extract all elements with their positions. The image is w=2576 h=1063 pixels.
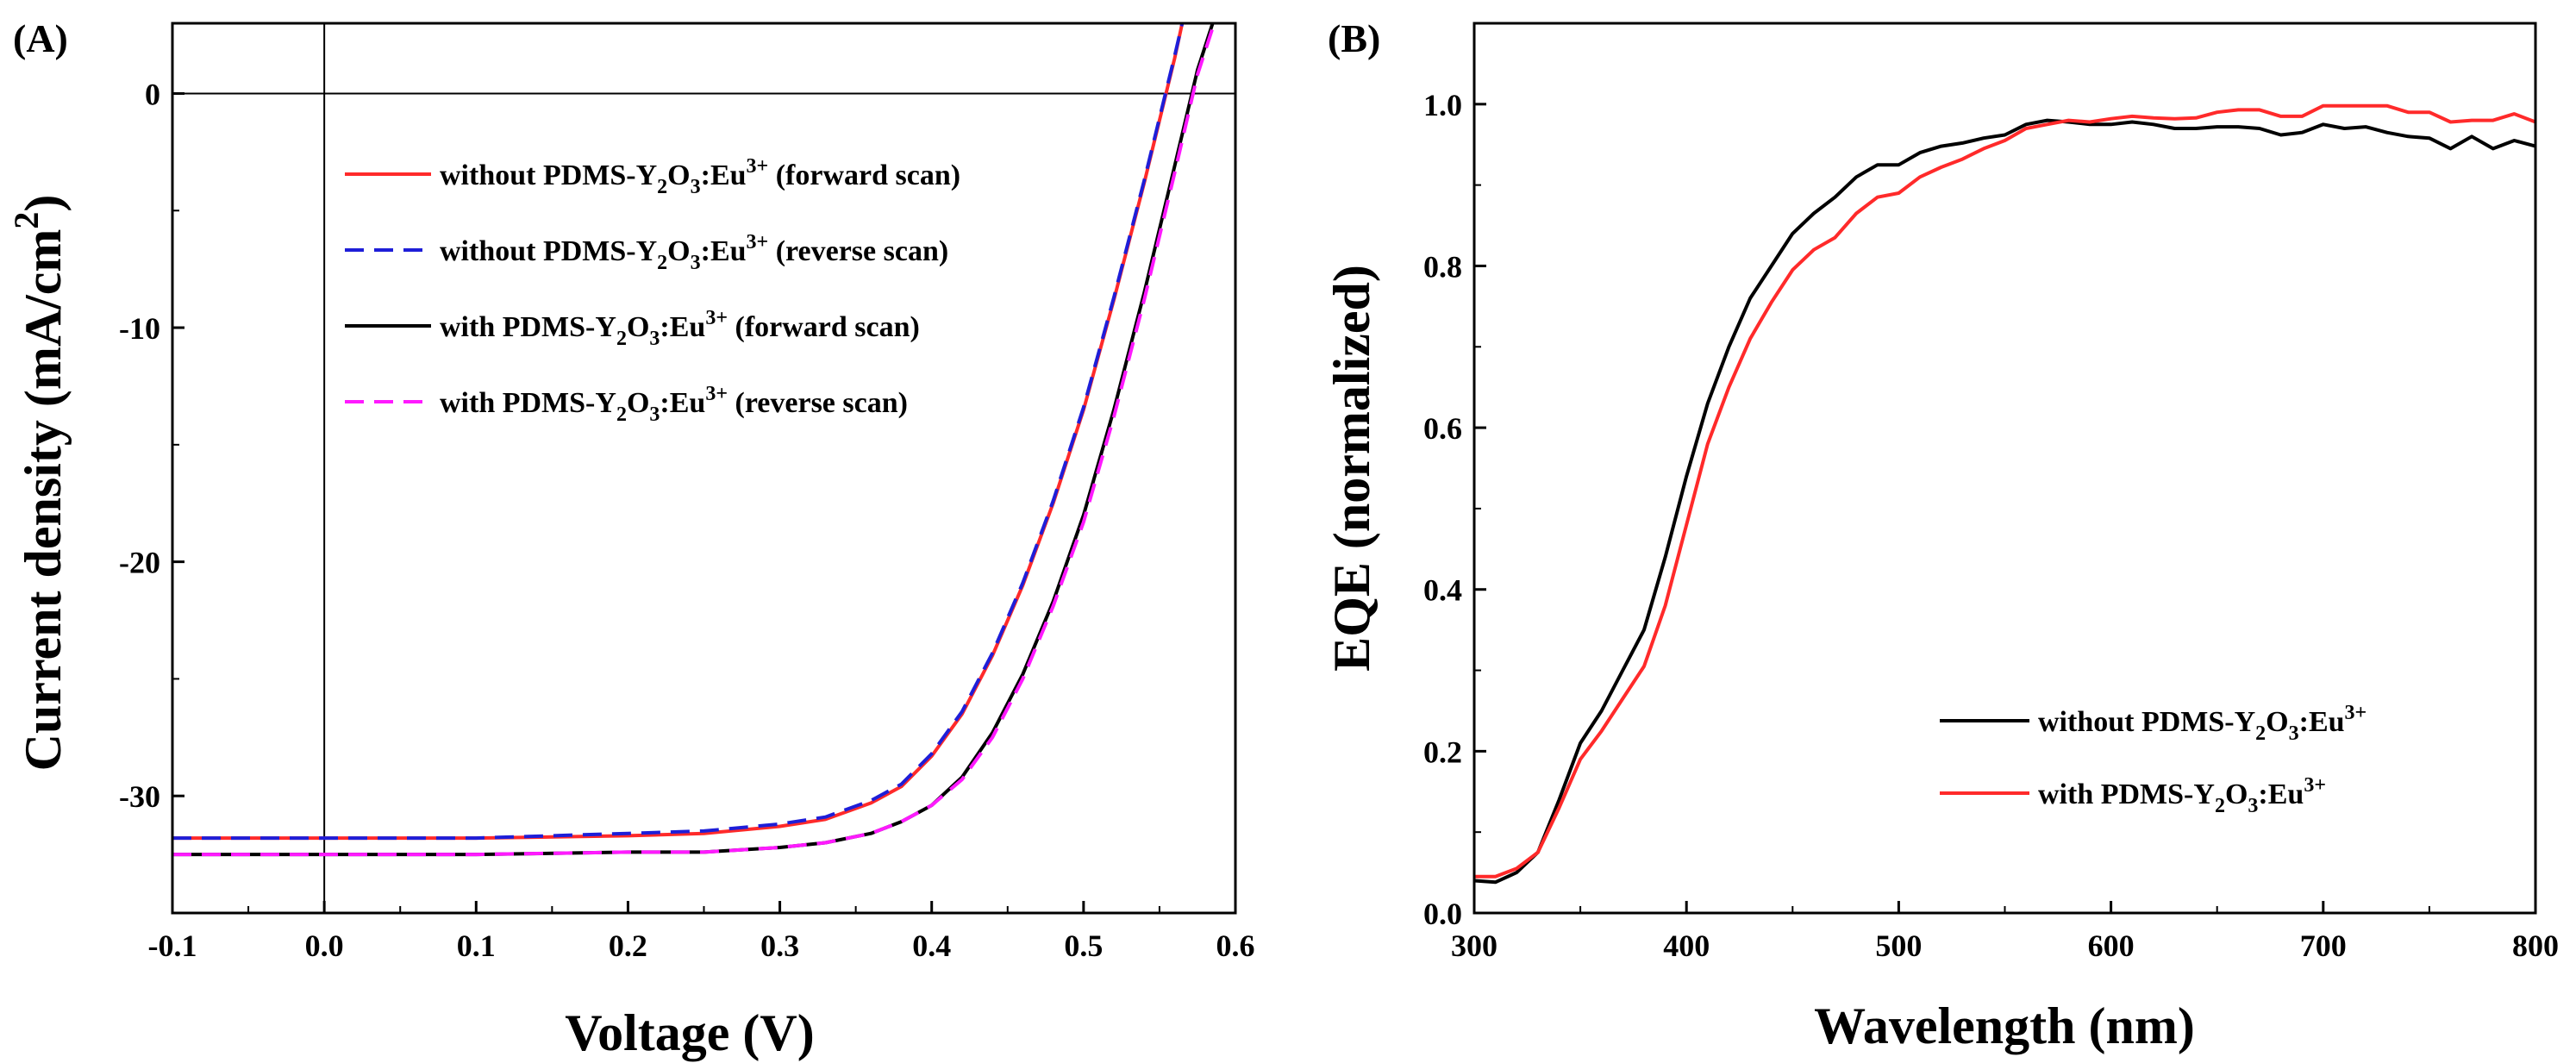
panel-a-plot-frame bbox=[171, 22, 1237, 915]
panel-a-legend-label-4: with PDMS-Y2O3:Eu3+ (reverse scan) bbox=[440, 383, 908, 426]
panel-b-series-2-line bbox=[1474, 103, 2535, 879]
panel-a-legend-text-part: 3+ bbox=[747, 231, 769, 253]
panel-a-x-tick-label: 0.2 bbox=[609, 929, 647, 963]
panel-a-legend: without PDMS-Y2O3:Eu3+ (forward scan)wit… bbox=[345, 155, 960, 426]
panel-a-y-tick-label: -10 bbox=[119, 311, 160, 346]
panel-b-legend-text-part: 3+ bbox=[2345, 702, 2367, 724]
panel-b-ticks: 300 400 500 600 700 800 0.0 0.2 0.4 0.6 0.8 1.0 bbox=[1423, 88, 2559, 963]
panel-a-x-tick-label: 0.3 bbox=[760, 929, 799, 963]
panel-b-legend-text-part: :Eu bbox=[2258, 778, 2304, 810]
panel-b-x-tick-label: 600 bbox=[2088, 929, 2135, 963]
panel-a-x-tick-label: -0.1 bbox=[148, 929, 197, 963]
panel-a-x-tick-label: 0.6 bbox=[1216, 929, 1255, 963]
panel-b-legend-text-part: 2 bbox=[2215, 795, 2225, 817]
panel-a-y-axis-title-base: Current density (mA/cm bbox=[15, 229, 72, 772]
panel-b-legend-label-2: with PDMS-Y2O3:Eu3+ bbox=[2038, 774, 2326, 817]
panel-a-legend-text-part: 3+ bbox=[705, 307, 728, 329]
panel-a-legend-text-part: 2 bbox=[657, 176, 667, 198]
panel-b-eqe-chart: (B) 300 400 500 600 700 800 0.0 0.2 0.4 0.6 0.8 1.0… bbox=[1323, 16, 2559, 1054]
panel-a-y-tick-label: 0 bbox=[145, 77, 160, 111]
panel-a-legend-text-part: 3+ bbox=[705, 383, 728, 405]
panel-b-legend-text-part: 3 bbox=[2248, 795, 2258, 817]
panel-b-legend-label-1: without PDMS-Y2O3:Eu3+ bbox=[2038, 702, 2367, 745]
panel-b-legend-text-part: 3+ bbox=[2304, 774, 2326, 797]
panel-a-curves bbox=[172, 23, 1235, 913]
panel-a-legend-label-3: with PDMS-Y2O3:Eu3+ (forward scan) bbox=[440, 307, 920, 350]
panel-b-y-tick-label: 0.4 bbox=[1423, 573, 1462, 608]
panel-b-x-tick-label: 500 bbox=[1875, 929, 1922, 963]
panel-a-legend-text-part: without PDMS-Y bbox=[440, 235, 657, 267]
panel-b-y-tick-label: 0.8 bbox=[1423, 249, 1462, 284]
panel-a-legend-text-part: 2 bbox=[616, 328, 627, 350]
panel-b-legend-text-part: 3 bbox=[2289, 722, 2299, 745]
panel-a-legend-text-part: (reverse scan) bbox=[728, 387, 908, 419]
panel-b-legend-text-part: without PDMS-Y bbox=[2038, 706, 2255, 738]
panel-a-legend-label-1: without PDMS-Y2O3:Eu3+ (forward scan) bbox=[440, 155, 960, 198]
panel-b-x-axis-title: Wavelength (nm) bbox=[1814, 997, 2195, 1054]
panel-a-legend-text-part: O bbox=[627, 311, 649, 343]
panel-a-legend-text-part: O bbox=[627, 387, 649, 419]
panel-b-legend: without PDMS-Y2O3:Eu3+with PDMS-Y2O3:Eu3… bbox=[1940, 702, 2367, 817]
panel-a-legend-text-part: 2 bbox=[616, 403, 627, 426]
panel-b-y-axis-title: EQE (normalized) bbox=[1323, 265, 1380, 672]
panel-a-legend-text-part: (reverse scan) bbox=[768, 235, 948, 267]
panel-b-y-tick-label: 0.2 bbox=[1423, 735, 1462, 769]
panel-a-ticks: -0.1 0.0 0.1 0.2 0.3 0.4 0.5 0.6 0 -10 -20 -30 bbox=[119, 77, 1255, 963]
panel-a-label: (A) bbox=[13, 16, 68, 60]
panel-b-x-tick-label: 800 bbox=[2512, 929, 2559, 963]
panel-b-plot-frame bbox=[1472, 22, 2537, 915]
panel-b-y-tick-label: 0.6 bbox=[1423, 411, 1462, 446]
panel-b-x-tick-label: 700 bbox=[2300, 929, 2347, 963]
panel-b-legend-text-part: O bbox=[2225, 778, 2248, 810]
panel-a-legend-text-part: O bbox=[667, 159, 690, 191]
panel-a-legend-label-2: without PDMS-Y2O3:Eu3+ (reverse scan) bbox=[440, 231, 948, 274]
panel-b-curves bbox=[1474, 103, 2535, 885]
panel-a-legend-text-part: (forward scan) bbox=[728, 311, 920, 343]
panel-a-series-1-line bbox=[172, 23, 1185, 841]
panel-a-x-tick-label: 0.0 bbox=[305, 929, 344, 963]
panel-a-legend-text-part: :Eu bbox=[701, 235, 747, 267]
panel-a-legend-text-part: :Eu bbox=[660, 387, 705, 419]
panel-a-legend-text-part: 3 bbox=[691, 176, 701, 198]
panel-b-x-tick-label: 400 bbox=[1663, 929, 1710, 963]
panel-b-x-tick-label: 300 bbox=[1451, 929, 1497, 963]
panel-a-x-tick-label: 0.4 bbox=[912, 929, 951, 963]
panel-a-legend-text-part: (forward scan) bbox=[768, 159, 960, 191]
panel-a-y-tick-label: -20 bbox=[119, 546, 160, 580]
panel-a-legend-text-part: 2 bbox=[657, 252, 667, 274]
panel-b-legend-text-part: with PDMS-Y bbox=[2038, 778, 2215, 810]
panel-a-series-2-line bbox=[172, 23, 1185, 841]
panel-a-x-tick-label: 0.5 bbox=[1064, 929, 1103, 963]
panel-a-legend-text-part: O bbox=[667, 235, 690, 267]
panel-a-y-axis-title-sup: 2 bbox=[7, 212, 46, 229]
panel-b-legend-text-part: 2 bbox=[2255, 722, 2266, 745]
panel-b-series-1-line bbox=[1474, 118, 2535, 885]
panel-a-legend-text-part: 3 bbox=[691, 252, 701, 274]
panel-a-iv-chart: (A) -0.1 0.0 0.1 0.2 0.3 0.4 0.5 0.60-10-20-30 … bbox=[7, 16, 1255, 1061]
panel-a-series-3-line bbox=[172, 23, 1215, 857]
panel-a-legend-text-part: :Eu bbox=[701, 159, 747, 191]
panel-a-y-axis-title-close: ) bbox=[15, 195, 72, 212]
panel-a-legend-text-part: without PDMS-Y bbox=[440, 159, 657, 191]
panel-b-legend-text-part: :Eu bbox=[2299, 706, 2345, 738]
panel-a-legend-text-part: 3 bbox=[649, 403, 660, 426]
panel-a-x-tick-label: 0.1 bbox=[457, 929, 496, 963]
panel-a-legend-text-part: with PDMS-Y bbox=[440, 311, 616, 343]
panel-a-legend-text-part: 3 bbox=[649, 328, 660, 350]
panel-b-y-tick-label: 1.0 bbox=[1423, 88, 1462, 122]
panel-a-legend-text-part: 3+ bbox=[747, 155, 769, 178]
panel-b-legend-text-part: O bbox=[2266, 706, 2288, 738]
panel-b-y-tick-label: 0.0 bbox=[1423, 897, 1462, 931]
panel-a-legend-text-part: :Eu bbox=[660, 311, 705, 343]
panel-a-x-axis-title: Voltage (V) bbox=[565, 1004, 814, 1061]
panel-a-legend-text-part: with PDMS-Y bbox=[440, 387, 616, 419]
panel-a-y-axis-title: Current density (mA/cm2) bbox=[7, 195, 72, 772]
panel-a-series-4-line bbox=[172, 23, 1216, 857]
panel-a-y-tick-label: -30 bbox=[119, 779, 160, 814]
panel-b-label: (B) bbox=[1328, 16, 1380, 60]
